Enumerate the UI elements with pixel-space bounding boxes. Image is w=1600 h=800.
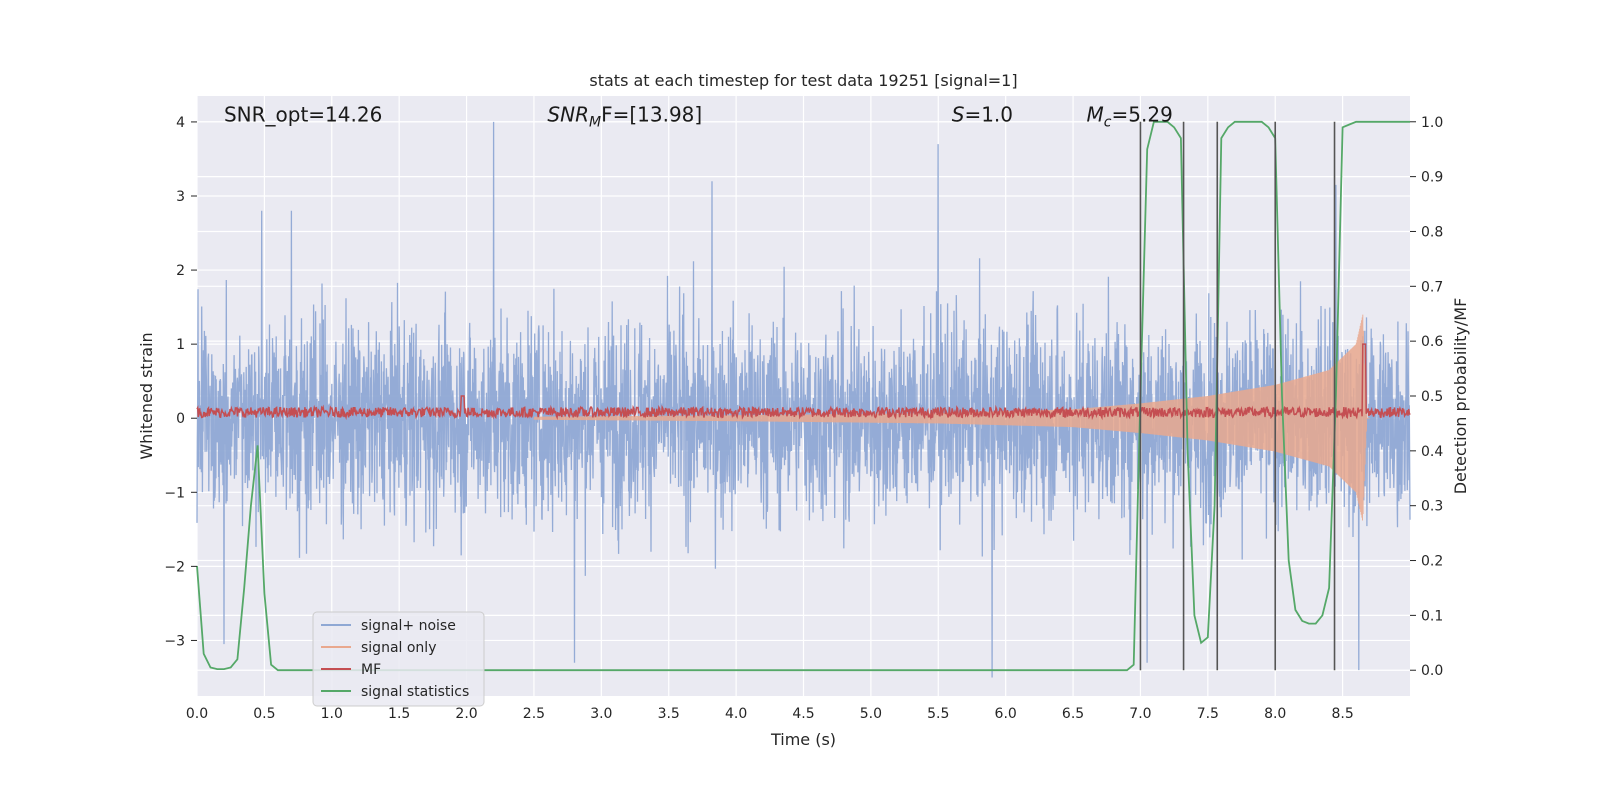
x-tick-label: 0.5	[253, 706, 275, 722]
x-tick-label: 8.5	[1331, 706, 1353, 722]
y2-tick-label: 1.0	[1421, 115, 1443, 131]
y2-tick-label: 0.4	[1421, 444, 1443, 460]
y2-tick-label: 0.5	[1421, 389, 1443, 405]
x-ticks: 0.0 0.5 1.0 1.5 2.0 2.5 3.0 3.5 4.0 4.5 5.0 5.5 6.0 6…	[186, 706, 1354, 722]
y2-tick-label: 0.2	[1421, 554, 1443, 570]
chart-title: stats at each timestep for test data 192…	[589, 71, 1017, 90]
legend-box	[312, 611, 485, 707]
vertical-lines	[1139, 121, 1336, 671]
x-tick-label: 2.5	[523, 706, 545, 722]
y-tick-label: 1	[176, 337, 185, 353]
annotation-main: M	[1087, 103, 1104, 127]
annotation-rest: =5.29	[1112, 103, 1173, 127]
x-tick-label: 8.0	[1264, 706, 1286, 722]
x-tick-label: 6.0	[995, 706, 1017, 722]
mf-line	[196, 343, 1411, 421]
x-tick-label: 0.0	[186, 706, 208, 722]
x-tick-label: 3.0	[590, 706, 612, 722]
annotation-main: S	[952, 103, 965, 127]
x-tick-label: 6.5	[1062, 706, 1084, 722]
annotation-rest: =1.0	[964, 103, 1013, 127]
annotation-text: S=1.0	[952, 103, 1013, 127]
y2-tick-label: 0.1	[1421, 608, 1443, 624]
y2-tick-label: 0.7	[1421, 279, 1443, 295]
y-tick-label: 0	[176, 411, 185, 427]
x-tick-label: 5.5	[927, 706, 949, 722]
x-tick-label: 1.5	[388, 706, 410, 722]
annotation-rest: F=[13.98]	[601, 103, 702, 127]
y-tick-label: 2	[176, 263, 185, 279]
y2-tick-label: 0.8	[1421, 224, 1443, 240]
legend-label: MF	[361, 662, 381, 678]
legend-label: signal only	[361, 640, 436, 656]
legend: signal+ noise signal only MF signal statist…	[312, 611, 485, 707]
y-ticks: −3 −2 −1 0 1 2 3 4	[164, 115, 197, 649]
signal-statistics-line	[196, 120, 1410, 672]
y-tick-label: −3	[164, 633, 185, 649]
x-axis-label: Time (s)	[770, 730, 836, 749]
x-tick-label: 4.0	[725, 706, 747, 722]
y2-tick-label: 0.9	[1421, 170, 1443, 186]
y-tick-label: −1	[164, 485, 185, 501]
annotation-subscript: M	[589, 115, 601, 131]
x-tick-label: 7.0	[1129, 706, 1151, 722]
y-tick-label: −2	[164, 559, 185, 575]
y-axis-label: Whitened strain	[137, 332, 156, 459]
x-tick-label: 3.5	[658, 706, 680, 722]
x-tick-label: 4.5	[792, 706, 814, 722]
annotation-text: Mc=5.29	[1087, 103, 1173, 131]
x-tick-label: 1.0	[321, 706, 343, 722]
annotation-subscript: c	[1104, 115, 1112, 131]
y2-axis-label: Detection probability/MF	[1451, 298, 1470, 495]
x-tick-label: 2.0	[455, 706, 477, 722]
annotation-text: SNRMF=[13.98]	[547, 103, 702, 131]
y-tick-label: 3	[176, 189, 185, 205]
signal-only-line	[533, 314, 1370, 521]
x-tick-label: 7.5	[1197, 706, 1219, 722]
y2-tick-label: 0.3	[1421, 499, 1443, 515]
y2-tick-label: 0.0	[1421, 663, 1443, 679]
x-tick-label: 5.0	[860, 706, 882, 722]
annotation-text: SNR_opt=14.26	[224, 103, 382, 127]
annotation-main: SNR	[547, 103, 589, 127]
y2-ticks: 0.0 0.1 0.2 0.3 0.4 0.5 0.6 0.7 0.8 0.9 1.0	[1410, 115, 1443, 679]
legend-label: signal statistics	[361, 684, 469, 700]
series-layer	[196, 120, 1411, 678]
annotations: SNR_opt=14.26 SNRMF=[13.98] S=1.0 Mc=5.29	[224, 103, 1173, 131]
y-tick-label: 4	[176, 115, 185, 131]
y2-tick-label: 0.6	[1421, 334, 1443, 350]
legend-label: signal+ noise	[361, 618, 456, 634]
